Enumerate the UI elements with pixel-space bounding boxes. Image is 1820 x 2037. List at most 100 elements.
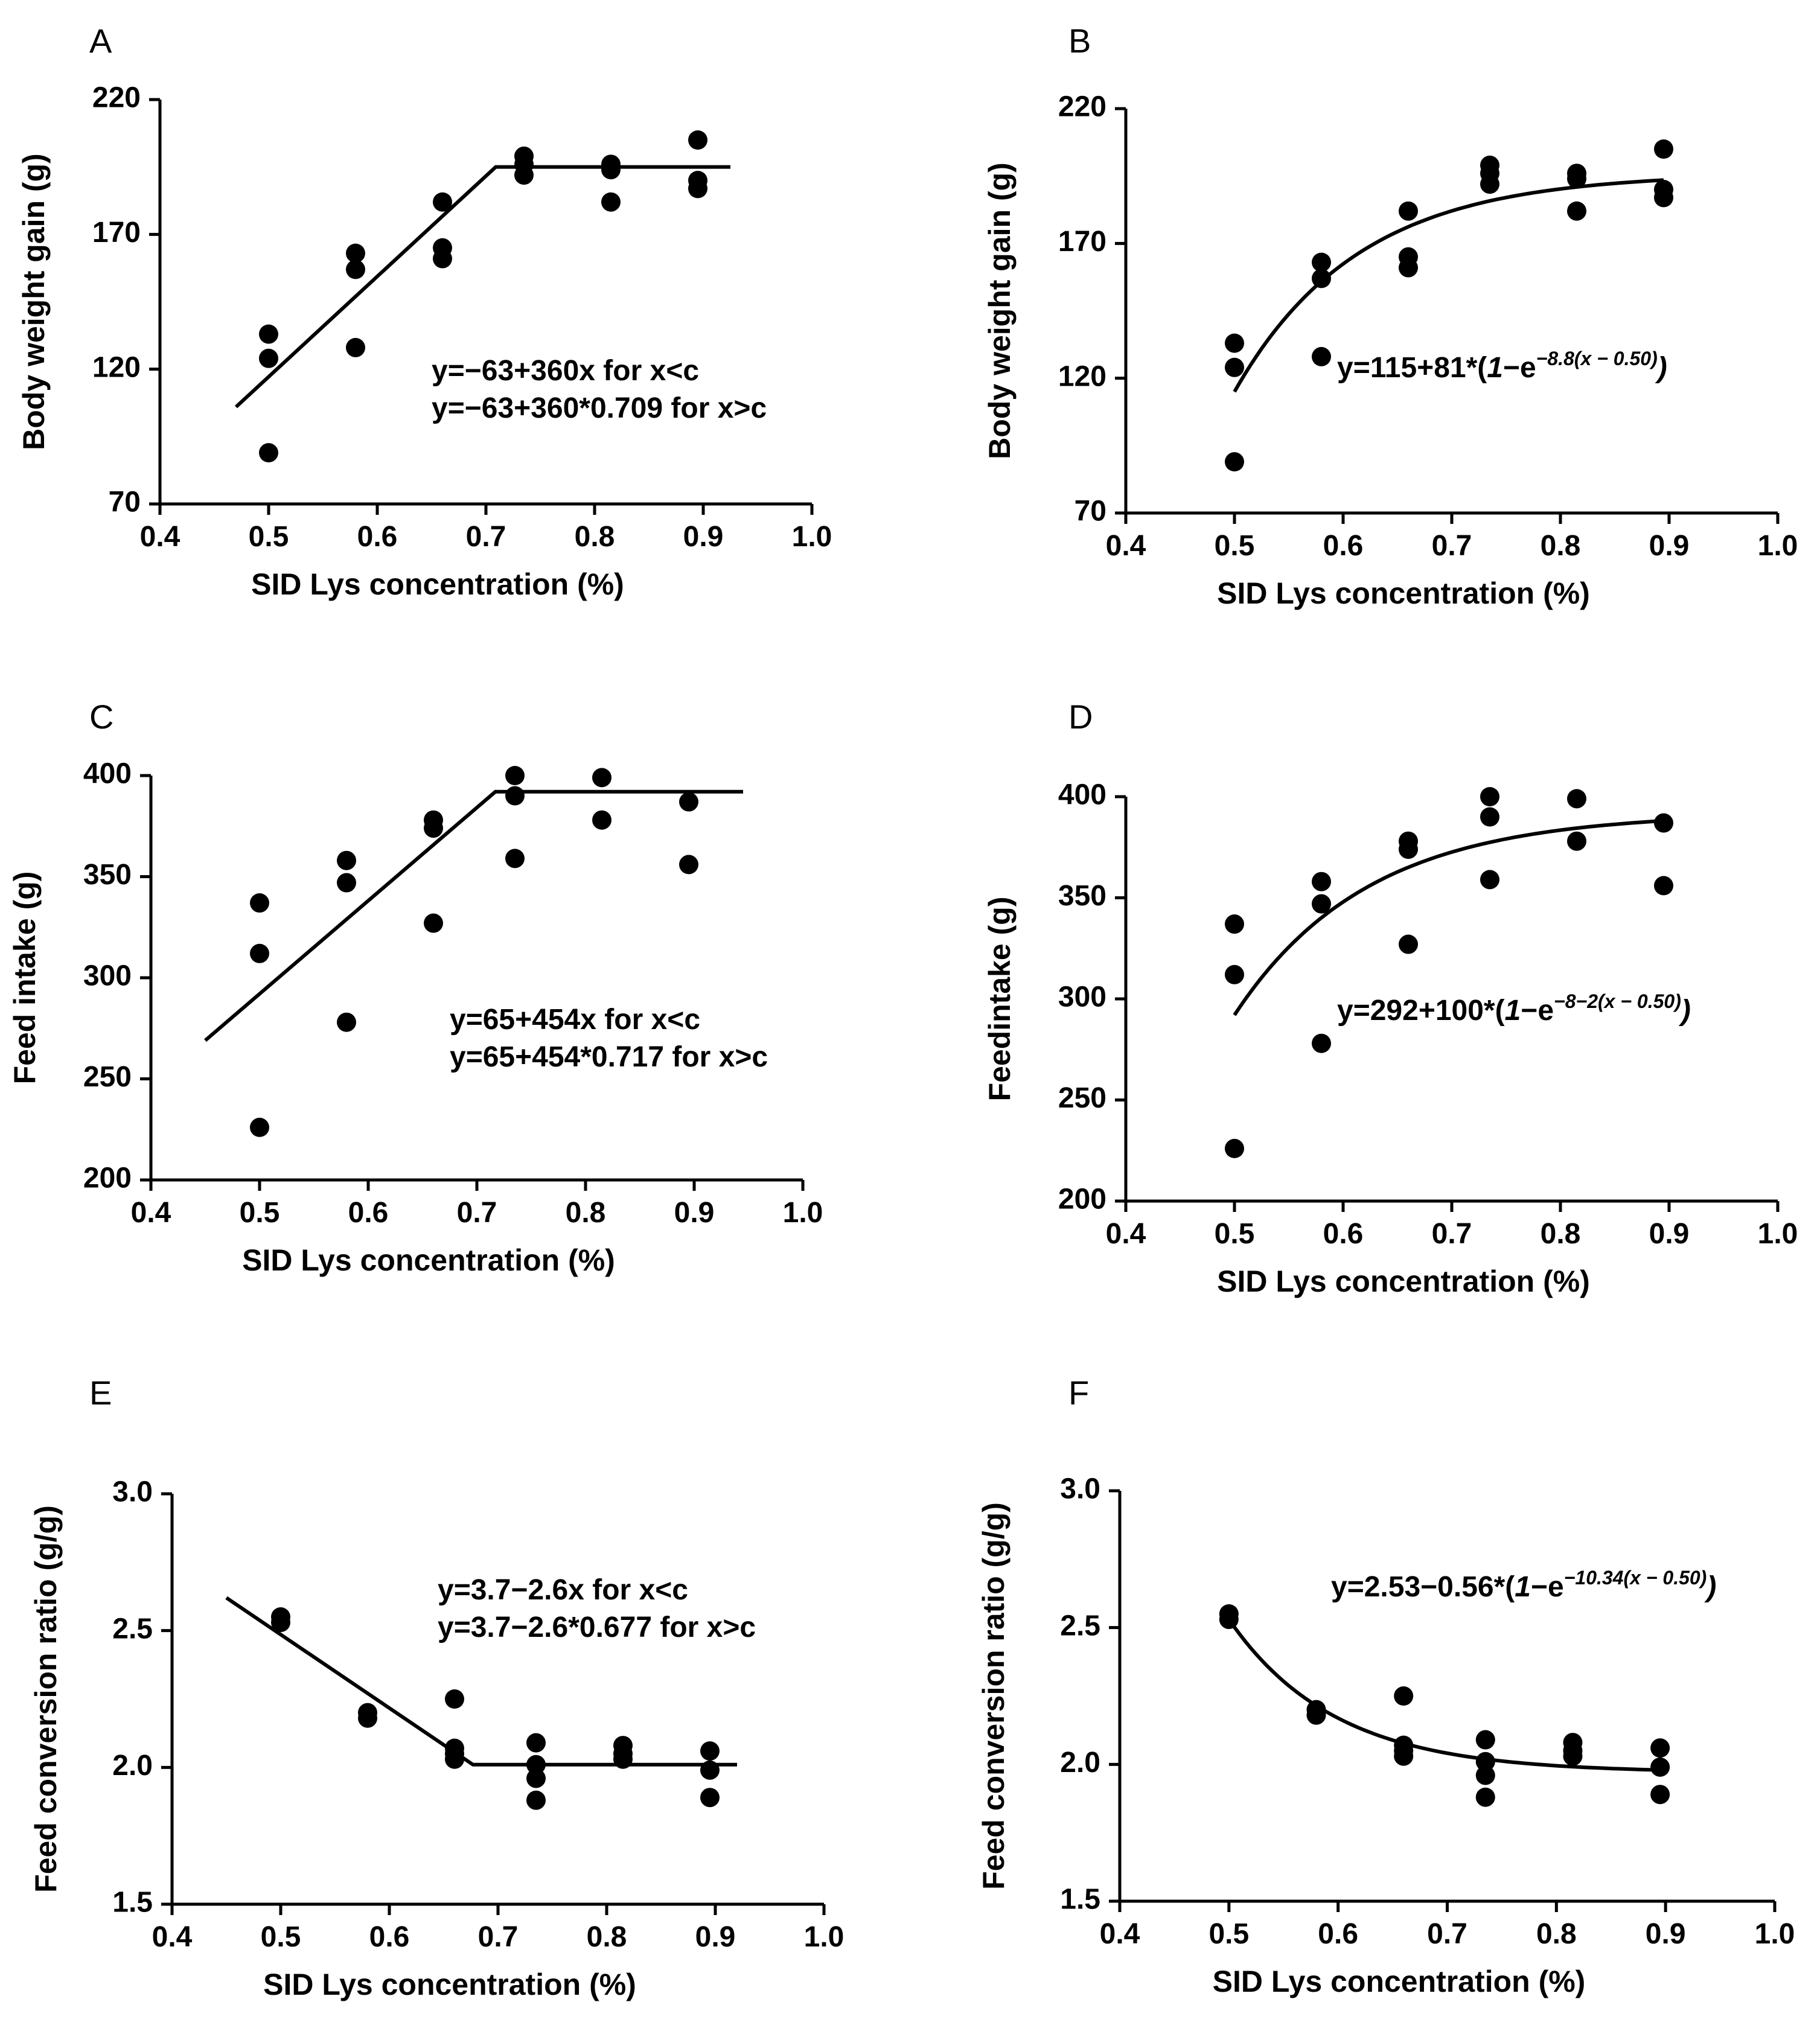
x-tick-label: 0.5	[249, 521, 289, 553]
data-point	[1399, 934, 1418, 954]
equation-line: y=65+454x for x<c	[450, 1004, 700, 1036]
data-point	[679, 792, 698, 812]
fit-line	[225, 1596, 737, 1767]
panel-f: F 0.4 0.5 0.6 0.7 0.8 0.9 1.0 1.5 2.0 2.5 3.0 SID Ly…	[912, 1352, 1817, 2028]
data-point	[433, 192, 452, 212]
data-point	[346, 260, 365, 279]
data-point	[688, 179, 707, 199]
y-tick-label: 220	[1058, 91, 1106, 123]
data-point	[526, 1733, 546, 1753]
equation-exp-base: −e	[1531, 1571, 1564, 1603]
equation-exponent: −10.34(x − 0.50)	[1564, 1567, 1707, 1589]
data-point	[688, 130, 707, 150]
data-point	[601, 192, 621, 212]
data-point	[259, 443, 278, 463]
x-tick-label: 0.8	[575, 521, 615, 553]
y-tick-label: 70	[1074, 496, 1106, 528]
x-tick-label: 0.7	[1432, 1218, 1472, 1250]
data-point	[346, 337, 365, 357]
data-point	[1654, 139, 1673, 159]
equation-one: 1	[1487, 352, 1503, 384]
data-point	[1399, 258, 1418, 278]
x-tick-label: 0.6	[348, 1197, 389, 1229]
data-point	[1567, 789, 1586, 809]
x-tick-label: 0.9	[674, 1197, 715, 1229]
panel-letter-d: D	[1068, 698, 1093, 736]
fit-line	[204, 789, 743, 1042]
fit-curve	[1233, 818, 1664, 1016]
data-point	[1480, 174, 1499, 194]
data-point	[1650, 1785, 1670, 1805]
data-point	[1225, 964, 1244, 984]
y-tick-label: 3.0	[1060, 1473, 1100, 1505]
data-point	[250, 893, 269, 913]
data-point	[1225, 1138, 1244, 1158]
x-tick-label: 0.5	[240, 1197, 280, 1229]
y-tick-label: 1.5	[112, 1887, 153, 1919]
x-tick-label: 0.8	[587, 1921, 627, 1953]
x-axis-title: SID Lys concentration (%)	[1213, 1965, 1586, 1998]
data-point	[1654, 813, 1673, 833]
data-point	[1312, 894, 1331, 914]
x-tick-label: 0.6	[1323, 1218, 1364, 1250]
panel-e: E 0.4 0.5 0.6 0.7 0.8 0.9 1.0 1.5 2.0 2.5 3.0 SID Ly…	[0, 1352, 905, 2028]
y-axis-title: Body weight gain (g)	[17, 153, 51, 450]
x-axis-title: SID Lys concentration (%)	[1217, 576, 1590, 610]
equation-one: 1	[1515, 1571, 1531, 1603]
data-point	[1567, 169, 1586, 189]
x-tick-label: 0.4	[1106, 1218, 1146, 1250]
equation-line: y=3.7−2.6x for x<c	[438, 1574, 688, 1606]
data-point	[526, 1768, 546, 1788]
x-tick-label: 0.9	[683, 521, 724, 553]
x-tick-label: 0.9	[1646, 1918, 1686, 1950]
data-point	[1475, 1787, 1495, 1807]
x-tick-label: 0.4	[152, 1921, 193, 1953]
x-tick-label: 0.8	[566, 1197, 606, 1229]
chart-d-svg: D 0.4 0.5 0.6 0.7 0.8 0.9 1.0 200 250 300 350 400 SID…	[983, 698, 1798, 1298]
y-axis-title: Body weight gain (g)	[983, 162, 1017, 459]
data-point	[1399, 840, 1418, 859]
data-point	[601, 160, 621, 180]
x-tick-label: 0.7	[478, 1921, 519, 1953]
data-point	[1650, 1757, 1670, 1777]
data-point	[271, 1613, 290, 1633]
x-tick-label: 1.0	[1755, 1918, 1795, 1950]
data-point	[1312, 1033, 1331, 1053]
equation-exponent: −8.8(x − 0.50)	[1536, 348, 1658, 369]
data-point	[613, 1749, 633, 1769]
y-tick-label: 70	[109, 486, 141, 518]
y-tick-label: 2.5	[112, 1613, 153, 1645]
equation-prefix: y=2.53−0.56*(	[1331, 1571, 1515, 1603]
data-point	[514, 165, 534, 185]
x-tick-label: 1.0	[804, 1921, 845, 1953]
x-tick-label: 1.0	[792, 521, 832, 553]
data-point	[1650, 1738, 1670, 1758]
data-point	[700, 1788, 720, 1808]
data-point	[1563, 1746, 1583, 1766]
x-tick-label: 0.9	[695, 1921, 736, 1953]
x-tick-label: 0.7	[457, 1197, 497, 1229]
y-tick-label: 1.5	[1060, 1884, 1100, 1916]
x-tick-label: 0.5	[1209, 1918, 1249, 1950]
equation-prefix: y=292+100*(	[1337, 995, 1505, 1027]
data-point	[337, 850, 356, 870]
x-axis-title: SID Lys concentration (%)	[251, 567, 624, 601]
panel-d: D 0.4 0.5 0.6 0.7 0.8 0.9 1.0 200 250 300 350 400 SID…	[912, 676, 1817, 1352]
equation-one: 1	[1505, 995, 1521, 1027]
x-tick-label: 0.7	[1427, 1918, 1467, 1950]
data-point	[505, 786, 525, 806]
equation-suffix: )	[1655, 352, 1667, 384]
y-tick-label: 250	[1058, 1082, 1106, 1114]
data-point	[424, 913, 443, 933]
equation-text: y=292+100*(1−e−8−2(x − 0.50))	[1337, 990, 1691, 1027]
data-point	[1312, 269, 1331, 288]
y-tick-label: 300	[83, 960, 132, 992]
x-tick-label: 0.9	[1649, 530, 1690, 562]
x-tick-label: 0.6	[1323, 530, 1364, 562]
panel-letter-b: B	[1068, 22, 1091, 60]
data-point	[700, 1741, 720, 1761]
data-point	[433, 249, 452, 269]
data-point	[337, 1012, 356, 1032]
equation-suffix: )	[1703, 1571, 1716, 1603]
y-tick-label: 170	[92, 217, 141, 249]
